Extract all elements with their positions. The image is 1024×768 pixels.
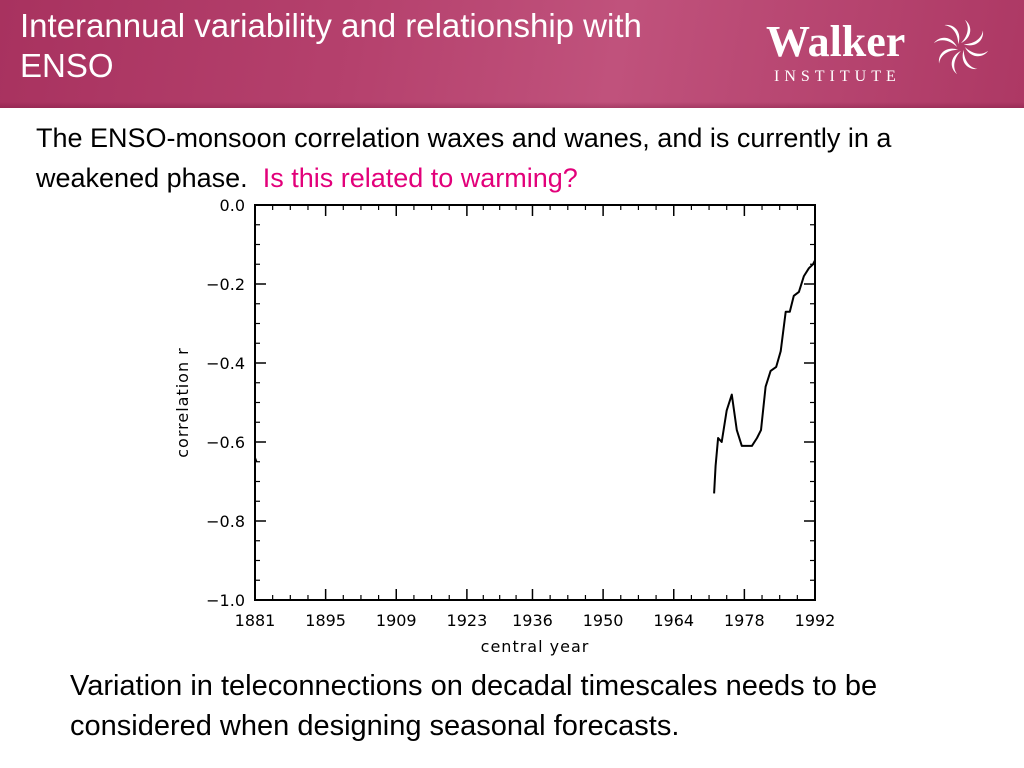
x-tick-label: 1881 [235, 611, 276, 630]
series-line-1 [254, 457, 258, 463]
series-line-2 [713, 259, 816, 494]
x-tick-label: 1895 [305, 611, 346, 630]
x-axis-label: central year [481, 637, 590, 656]
header-banner: Interannual variability and relationship… [0, 0, 1024, 108]
y-tick-label: 0.0 [220, 196, 245, 215]
intro-text: The ENSO-monsoon correlation waxes and w… [36, 118, 996, 198]
x-tick-label: 1978 [724, 611, 765, 630]
y-tick-label: −0.2 [206, 275, 245, 294]
logo-wordmark: Walker [766, 17, 906, 66]
x-tick-label: 1909 [376, 611, 417, 630]
y-tick-label: −0.4 [206, 354, 245, 373]
plot-frame [254, 204, 816, 601]
y-tick-label: −0.8 [206, 512, 245, 531]
x-tick-label: 1964 [653, 611, 694, 630]
intro-highlight-question: Is this related to warming? [262, 163, 578, 193]
footer-text: Variation in teleconnections on decadal … [70, 670, 878, 742]
swirl-logo-icon [933, 19, 989, 75]
y-tick-label: −1.0 [206, 591, 245, 610]
walker-institute-logo: Walker INSTITUTE [762, 14, 1002, 94]
x-tick-label: 1923 [447, 611, 488, 630]
y-tick-label: −0.6 [206, 433, 245, 452]
x-tick-label: 1992 [795, 611, 836, 630]
x-tick-label: 1936 [512, 611, 553, 630]
slide-title: Interannual variability and relationship… [20, 7, 642, 84]
x-tick-label: 1950 [583, 611, 624, 630]
logo-subtitle: INSTITUTE [774, 68, 901, 85]
intro-statement: The ENSO-monsoon correlation waxes and w… [36, 123, 892, 193]
y-axis-label: correlation r [173, 347, 192, 458]
